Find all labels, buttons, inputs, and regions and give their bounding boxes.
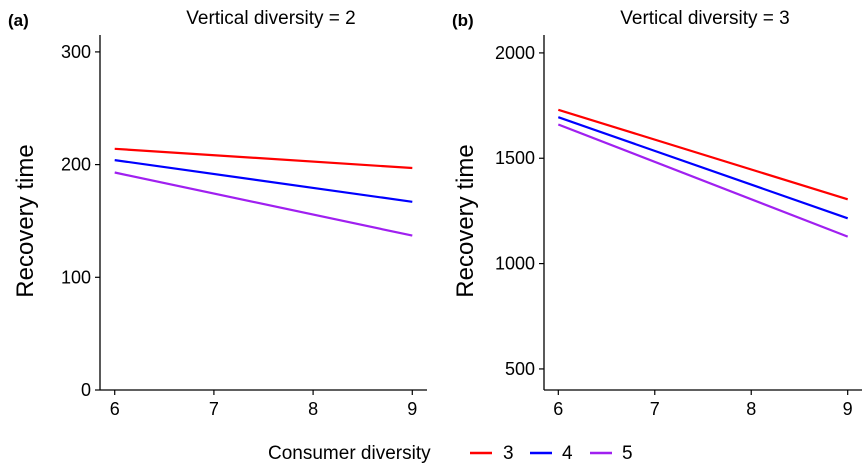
legend: Consumer diversity 3 4 5 xyxy=(268,443,633,464)
panel-a-y-tick-label-0: 0 xyxy=(81,380,91,400)
panel-a-y-tick-label-200: 200 xyxy=(61,155,91,175)
panel-b-x-tick-label-9: 9 xyxy=(843,399,853,419)
legend-label-4: 4 xyxy=(562,443,573,464)
panel-a-x-tick-label-9: 9 xyxy=(407,399,417,419)
panel-a-series-line-3 xyxy=(114,147,413,170)
panel-a-series-line-5 xyxy=(114,171,413,237)
panel-a-x-tick-label-7: 7 xyxy=(209,399,219,419)
panel-a-y-tick-label-100: 100 xyxy=(61,267,91,287)
panel-b-series-line-3 xyxy=(557,108,849,201)
legend-label-3: 3 xyxy=(503,443,514,464)
panel-b-x-tick-label-6: 6 xyxy=(553,399,563,419)
panel-a-series-line-4 xyxy=(114,159,413,203)
panel-a-x-tick-label-8: 8 xyxy=(308,399,318,419)
panel-b-y-tick-label-1500: 1500 xyxy=(495,148,535,168)
panel-b-y-tick-label-2000: 2000 xyxy=(495,43,535,63)
panel-a-x-tick-label-6: 6 xyxy=(110,399,120,419)
panel-b-y-axis-label: Recovery time xyxy=(452,144,479,297)
panel-a-letter: (a) xyxy=(8,11,29,30)
panel-b-x-tick-label-8: 8 xyxy=(746,399,756,419)
panel-a-y-axis-label: Recovery time xyxy=(12,144,39,297)
panel-b-letter: (b) xyxy=(452,11,474,30)
panel-a-title: Vertical diversity = 2 xyxy=(186,8,356,29)
panel-b-title: Vertical diversity = 3 xyxy=(620,8,790,29)
panel-b-x-tick-label-7: 7 xyxy=(650,399,660,419)
panel-b-y-tick-label-500: 500 xyxy=(505,359,535,379)
panel-a: (a) Vertical diversity = 2 Recovery time… xyxy=(8,8,427,419)
panel-b-series-line-4 xyxy=(557,116,849,220)
panel-a-y-tick-label-300: 300 xyxy=(61,42,91,62)
panel-b: (b) Vertical diversity = 3 Recovery time… xyxy=(452,8,862,419)
panel-b-series-line-5 xyxy=(557,123,849,238)
legend-title: Consumer diversity xyxy=(268,443,431,464)
panel-b-y-tick-label-1000: 1000 xyxy=(495,254,535,274)
legend-label-5: 5 xyxy=(622,443,633,464)
